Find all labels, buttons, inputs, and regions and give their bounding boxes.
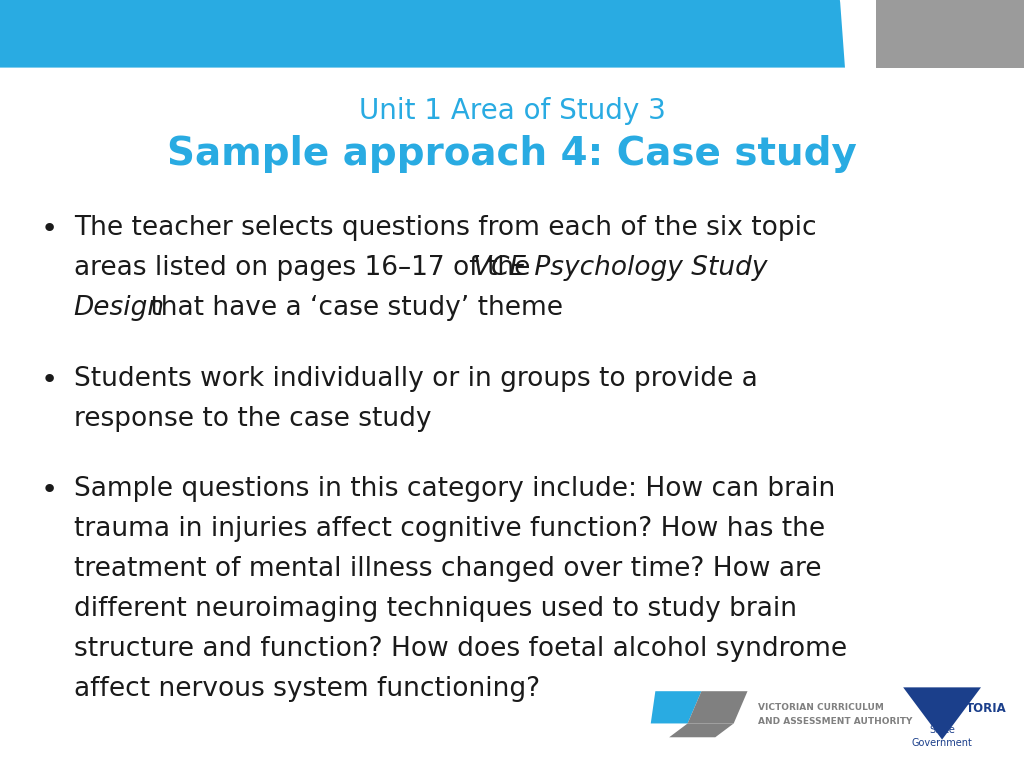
Text: trauma in injuries affect cognitive function? How has the: trauma in injuries affect cognitive func… (74, 516, 825, 542)
Text: different neuroimaging techniques used to study brain: different neuroimaging techniques used t… (74, 596, 797, 622)
Text: VCE Psychology Study: VCE Psychology Study (473, 255, 767, 281)
Text: Unit 1 Area of Study 3: Unit 1 Area of Study 3 (358, 98, 666, 125)
Text: TORIA: TORIA (967, 703, 1007, 715)
Text: VIC: VIC (933, 703, 954, 715)
Polygon shape (876, 0, 1024, 68)
Text: Design: Design (74, 295, 165, 321)
Text: VICTORIAN CURRICULUM: VICTORIAN CURRICULUM (758, 703, 884, 712)
Text: areas listed on pages 16–17 of the: areas listed on pages 16–17 of the (74, 255, 539, 281)
Text: that have a ‘case study’ theme: that have a ‘case study’ theme (142, 295, 563, 321)
Text: •: • (41, 366, 57, 393)
Text: AND ASSESSMENT AUTHORITY: AND ASSESSMENT AUTHORITY (758, 717, 912, 726)
Text: The teacher selects questions from each of the six topic: The teacher selects questions from each … (74, 215, 816, 241)
Text: State: State (929, 725, 955, 736)
Text: treatment of mental illness changed over time? How are: treatment of mental illness changed over… (74, 556, 821, 582)
Polygon shape (688, 691, 748, 723)
Polygon shape (840, 0, 876, 68)
Text: structure and function? How does foetal alcohol syndrome: structure and function? How does foetal … (74, 636, 847, 662)
Polygon shape (0, 0, 876, 68)
Text: Sample approach 4: Case study: Sample approach 4: Case study (167, 134, 857, 173)
Text: Government: Government (911, 737, 973, 748)
Text: affect nervous system functioning?: affect nervous system functioning? (74, 676, 540, 702)
Text: response to the case study: response to the case study (74, 406, 431, 432)
Text: •: • (41, 476, 57, 504)
Text: •: • (41, 215, 57, 243)
Polygon shape (903, 687, 981, 740)
Polygon shape (651, 691, 701, 723)
Text: Students work individually or in groups to provide a: Students work individually or in groups … (74, 366, 758, 392)
Polygon shape (670, 723, 733, 737)
Text: Sample questions in this category include: How can brain: Sample questions in this category includ… (74, 476, 835, 502)
